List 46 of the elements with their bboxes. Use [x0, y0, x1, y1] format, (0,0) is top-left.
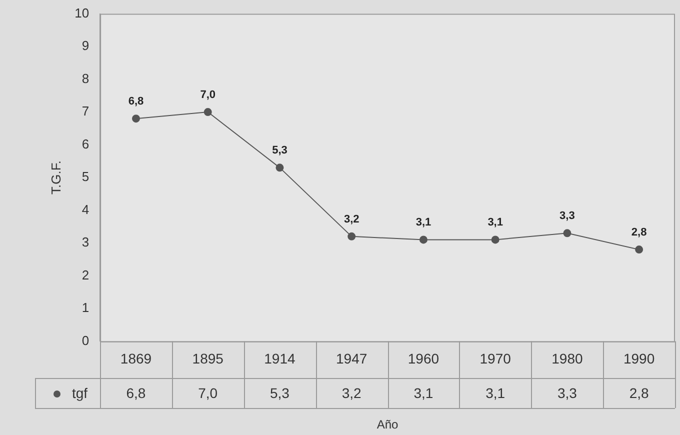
y-tick-label: 0 — [82, 332, 90, 348]
x-tick-label: 1970 — [480, 350, 512, 366]
y-tick-label: 9 — [82, 38, 90, 54]
data-label: 7,0 — [198, 384, 218, 401]
point — [563, 229, 572, 238]
data-label: 5,3 — [270, 384, 290, 401]
point — [419, 236, 428, 244]
point — [276, 164, 284, 172]
text: 5,3 — [272, 144, 288, 157]
text: 3,2 — [344, 213, 360, 226]
y-tick-label: 2 — [82, 267, 90, 282]
point — [635, 246, 644, 254]
text: 6,8 — [128, 96, 144, 108]
y-tick-label: 10 — [74, 5, 90, 20]
x-tick-label: 1960 — [408, 350, 440, 366]
data-label: 2,8 — [629, 384, 650, 401]
text: 3,1 — [416, 216, 432, 229]
text: 3,3 — [560, 210, 575, 222]
x-tick-label: 1947 — [336, 350, 368, 366]
y-axis-title: T.G.F. — [48, 160, 64, 194]
y-tick-label: 6 — [82, 136, 90, 152]
legend-label: tgf — [72, 384, 88, 401]
point — [204, 108, 212, 116]
y-tick-label: 3 — [82, 234, 90, 250]
x-tick-label: 1914 — [264, 350, 296, 366]
y-tick-label: 1 — [82, 300, 90, 316]
text: 2,8 — [631, 226, 647, 239]
point — [491, 236, 500, 244]
y-tick-label: 7 — [82, 104, 90, 119]
x-tick-label: 1869 — [120, 350, 152, 366]
x-axis-title: Año — [376, 417, 399, 432]
x-tick-label: 1980 — [552, 350, 583, 366]
data-label: 3,1 — [486, 384, 506, 401]
y-tick-label: 4 — [82, 202, 90, 217]
x-tick-label: 1895 — [192, 350, 224, 366]
y-tick-label: 8 — [82, 70, 90, 86]
point — [132, 114, 140, 123]
text: 3,1 — [488, 216, 503, 229]
point — [348, 232, 356, 240]
data-label: 3,2 — [342, 384, 362, 401]
data-label: 6,8 — [126, 384, 146, 401]
data-label: 3,3 — [557, 384, 578, 401]
x-tick-label: 1990 — [623, 350, 655, 366]
data-label: 3,1 — [414, 384, 434, 401]
text: 7,0 — [200, 89, 216, 102]
y-tick-label: 5 — [82, 169, 90, 184]
